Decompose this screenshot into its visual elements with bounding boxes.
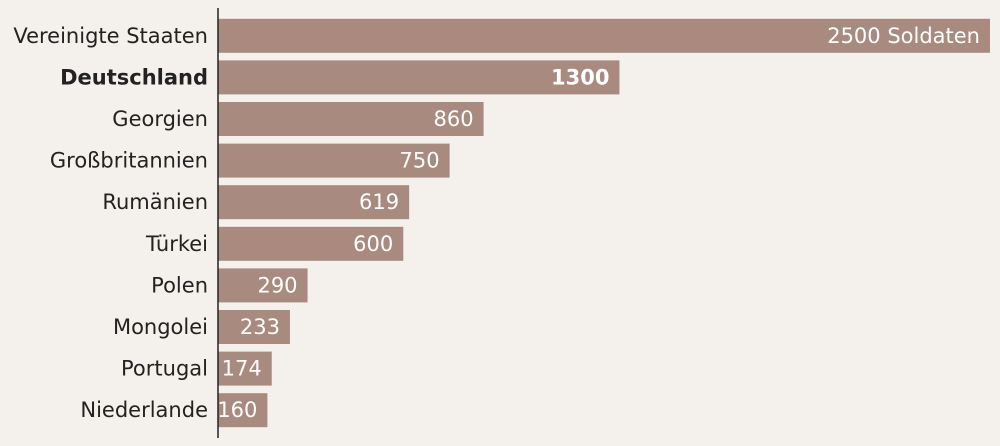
bar bbox=[218, 310, 290, 344]
value-label: 600 bbox=[353, 232, 393, 256]
bar bbox=[218, 143, 450, 178]
category-label: Niederlande bbox=[80, 398, 208, 422]
category-label: Portugal bbox=[121, 357, 208, 381]
value-label: 2500 Soldaten bbox=[827, 24, 980, 48]
category-label: Mongolei bbox=[113, 315, 208, 339]
value-label: 750 bbox=[400, 149, 440, 173]
bar bbox=[218, 351, 272, 386]
value-label: 290 bbox=[257, 273, 297, 297]
value-label: 233 bbox=[240, 315, 280, 339]
bar bbox=[218, 185, 410, 220]
value-label: 1300 bbox=[551, 65, 609, 89]
bar bbox=[218, 268, 308, 303]
category-label: Georgien bbox=[112, 107, 208, 131]
category-label: Deutschland bbox=[60, 65, 208, 89]
value-label: 174 bbox=[222, 357, 262, 381]
bar bbox=[218, 60, 620, 95]
value-label: 619 bbox=[359, 190, 399, 214]
category-label: Türkei bbox=[145, 232, 208, 256]
value-label: 860 bbox=[433, 107, 473, 131]
category-label: Großbritannien bbox=[50, 149, 208, 173]
category-label: Rumänien bbox=[102, 190, 208, 214]
bar bbox=[218, 393, 268, 428]
category-label: Polen bbox=[151, 273, 208, 297]
bar bbox=[218, 102, 484, 136]
bar bbox=[218, 226, 404, 261]
value-label: 160 bbox=[217, 398, 257, 422]
bar bbox=[218, 18, 990, 53]
category-label: Vereinigte Staaten bbox=[13, 24, 208, 48]
